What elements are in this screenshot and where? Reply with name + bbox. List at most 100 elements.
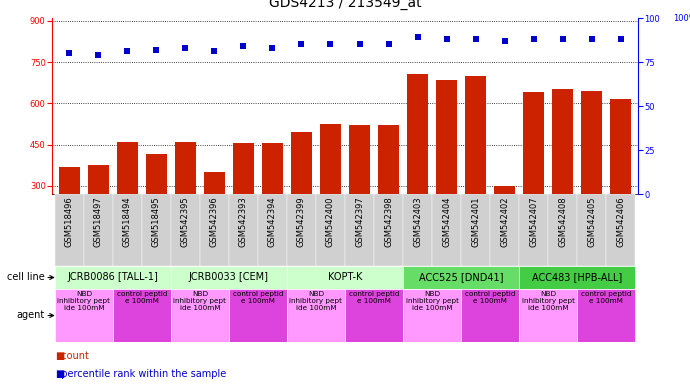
Bar [200, 194, 229, 266]
Bar [519, 289, 577, 342]
Text: NBD
inhibitory pept
ide 100mM: NBD inhibitory pept ide 100mM [173, 291, 226, 311]
Point [528, 36, 539, 42]
Point [557, 36, 568, 42]
Text: ACC483 [HPB-ALL]: ACC483 [HPB-ALL] [532, 273, 622, 283]
Point [499, 38, 510, 44]
Point [412, 34, 423, 40]
Bar [432, 194, 461, 266]
Point [354, 41, 365, 48]
Text: GSM542398: GSM542398 [384, 196, 393, 247]
Text: GSM542402: GSM542402 [500, 196, 509, 247]
Text: control peptid
e 100mM: control peptid e 100mM [117, 291, 167, 304]
Bar [88, 165, 108, 268]
Text: GSM518496: GSM518496 [65, 196, 74, 247]
Text: KOPT-K: KOPT-K [328, 273, 362, 283]
Point [441, 36, 452, 42]
Text: GSM518497: GSM518497 [94, 196, 103, 247]
Bar [113, 289, 171, 342]
Text: NBD
inhibitory pept
ide 100mM: NBD inhibitory pept ide 100mM [290, 291, 342, 311]
Bar [403, 266, 519, 289]
Text: count: count [55, 351, 89, 361]
Bar [349, 125, 370, 268]
Bar [229, 194, 258, 266]
Bar [524, 92, 544, 268]
Bar [204, 172, 225, 268]
Bar [519, 266, 635, 289]
Text: agent: agent [17, 311, 45, 321]
Bar [59, 167, 79, 268]
Bar [345, 194, 374, 266]
Text: GSM542400: GSM542400 [326, 196, 335, 247]
Bar [55, 266, 171, 289]
Bar [553, 89, 573, 268]
Text: NBD
inhibitory pept
ide 100mM: NBD inhibitory pept ide 100mM [57, 291, 110, 311]
Bar [374, 194, 403, 266]
Text: control peptid
e 100mM: control peptid e 100mM [348, 291, 400, 304]
Text: JCRB0033 [CEM]: JCRB0033 [CEM] [189, 273, 269, 283]
Point [267, 45, 278, 51]
Text: GSM518494: GSM518494 [123, 196, 132, 247]
Point [615, 36, 626, 42]
Bar [548, 194, 577, 266]
Text: cell line: cell line [7, 273, 45, 283]
Point [151, 46, 162, 53]
Text: GSM542394: GSM542394 [268, 196, 277, 247]
Bar [465, 76, 486, 268]
Text: GSM542401: GSM542401 [471, 196, 480, 247]
Bar [291, 132, 312, 268]
Bar [287, 266, 403, 289]
Text: ■: ■ [55, 351, 65, 361]
Text: ■: ■ [55, 369, 65, 379]
Bar [611, 99, 631, 268]
Text: JCRB0086 [TALL-1]: JCRB0086 [TALL-1] [68, 273, 159, 283]
Text: ACC525 [DND41]: ACC525 [DND41] [419, 273, 503, 283]
Bar [320, 124, 341, 268]
Point [325, 41, 336, 48]
Bar [142, 194, 171, 266]
Bar [606, 194, 635, 266]
Point [93, 52, 104, 58]
Bar [84, 194, 113, 266]
Bar [146, 154, 166, 268]
Text: NBD
inhibitory pept
ide 100mM: NBD inhibitory pept ide 100mM [406, 291, 459, 311]
Bar [345, 289, 403, 342]
Text: GSM542408: GSM542408 [558, 196, 567, 247]
Text: percentile rank within the sample: percentile rank within the sample [55, 369, 227, 379]
Text: GSM542406: GSM542406 [616, 196, 625, 247]
Point [586, 36, 597, 42]
Bar [171, 289, 229, 342]
Bar [582, 91, 602, 268]
Bar [403, 194, 432, 266]
Point [180, 45, 191, 51]
Bar [233, 143, 254, 268]
Text: GSM542407: GSM542407 [529, 196, 538, 247]
Point [122, 48, 133, 55]
Text: control peptid
e 100mM: control peptid e 100mM [581, 291, 631, 304]
Bar [55, 289, 113, 342]
Bar [407, 74, 428, 268]
Bar [113, 194, 142, 266]
Text: control peptid
e 100mM: control peptid e 100mM [465, 291, 515, 304]
Bar [262, 143, 283, 268]
Bar [495, 186, 515, 268]
Bar [436, 80, 457, 268]
Bar [258, 194, 287, 266]
Text: GSM542405: GSM542405 [587, 196, 596, 247]
Bar [490, 194, 519, 266]
Text: GDS4213 / 213549_at: GDS4213 / 213549_at [268, 0, 422, 10]
Text: GSM518495: GSM518495 [152, 196, 161, 247]
Point [470, 36, 481, 42]
Bar [229, 289, 287, 342]
Bar [175, 142, 195, 268]
Bar [55, 194, 84, 266]
Bar [171, 266, 287, 289]
Y-axis label: 100%: 100% [673, 15, 690, 23]
Bar [117, 142, 137, 268]
Text: GSM542399: GSM542399 [297, 196, 306, 247]
Bar [287, 289, 345, 342]
Bar [577, 289, 635, 342]
Text: GSM542396: GSM542396 [210, 196, 219, 247]
Text: control peptid
e 100mM: control peptid e 100mM [233, 291, 283, 304]
Bar [519, 194, 548, 266]
Point [296, 41, 307, 48]
